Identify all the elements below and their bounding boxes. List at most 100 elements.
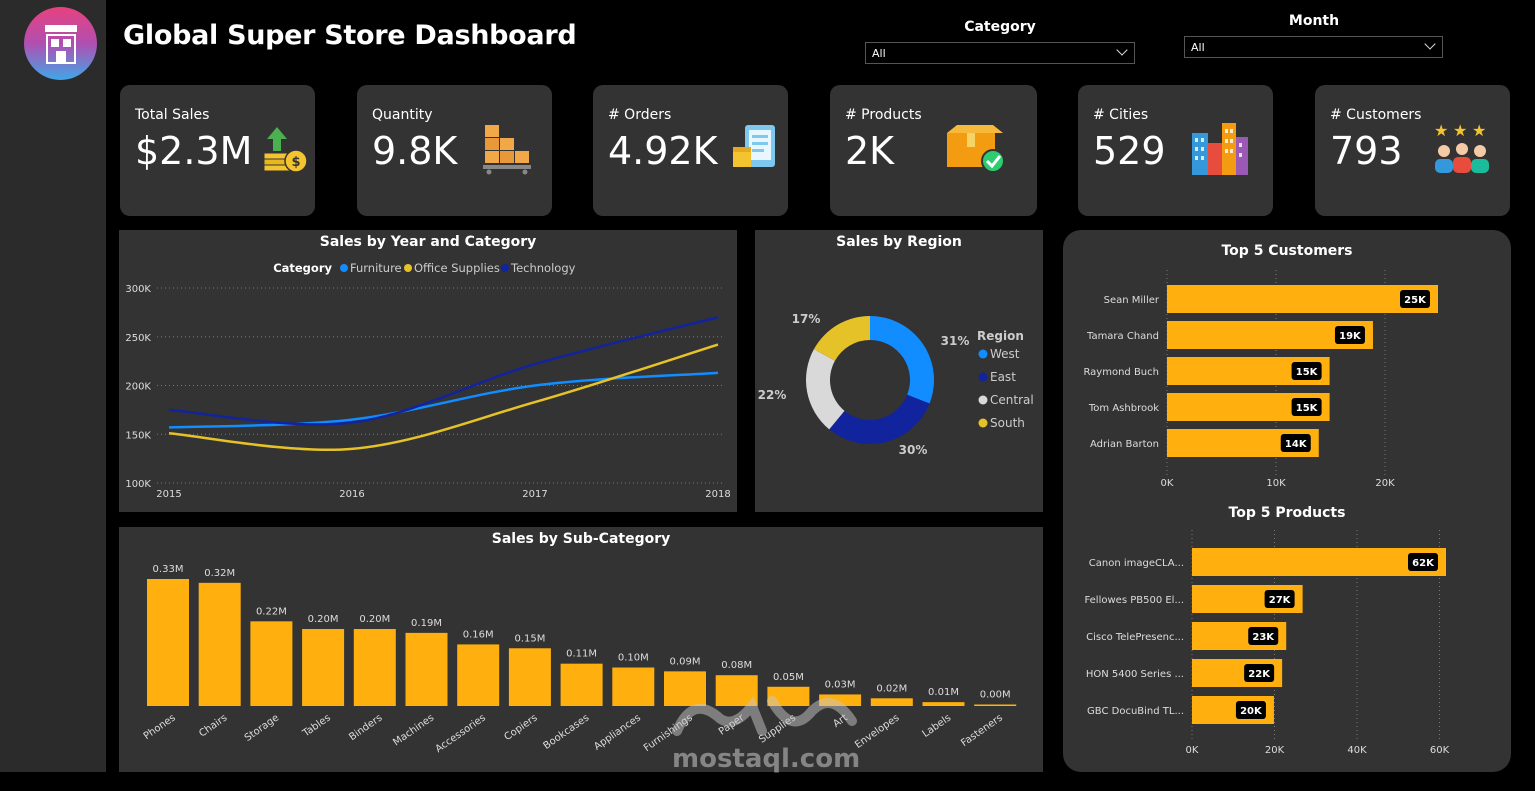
svg-text:$: $ [291,155,300,170]
legend-west: West [990,347,1020,361]
top5-bar [1192,548,1446,576]
watermark: mostaql.com [672,676,862,774]
x-category-label: Fasteners [959,712,1005,749]
top5-data-label: 19K [1339,331,1362,342]
legend-east: East [990,370,1016,384]
y-tick-label: 100K [125,479,151,490]
top5-value-badge [1280,434,1311,452]
top5-category-label: Tom Ashbrook [1088,403,1159,414]
donut-chart: Region 31% 30% 22% 17% West East Central South [758,312,1034,457]
x-tick-label: 40K [1347,745,1367,756]
x-tick-label: 0K [1161,478,1174,489]
bar-envelopes [870,698,913,706]
top5-category-label: Raymond Buch [1083,367,1159,378]
x-category-label: Copiers [502,712,539,743]
top5-value-badge [1400,290,1430,308]
line-legend-title: Category [273,261,332,275]
bar-bookcases [560,663,603,706]
bar-storage [250,621,293,706]
x-category-label: Binders [347,712,384,743]
x-category-label: Appliances [592,712,643,752]
x-tick-label: 60K [1430,745,1450,756]
x-tick-label: 2017 [522,489,547,500]
kpi-customers: # Customers 793 ★ ★ ★ [1315,85,1510,216]
top5-category-label: Sean Miller [1104,295,1160,306]
category-select[interactable]: All [865,42,1135,64]
top5-value-badge [1248,627,1279,645]
series-line-furniture [168,371,719,429]
x-tick-label: 10K [1266,478,1286,489]
kpi-label: # Customers [1330,107,1422,123]
dashboard-title: Global Super Store Dashboard [123,20,577,51]
top5-category-label: GBC DocuBind TL... [1087,706,1184,717]
top5-data-label: 20K [1240,706,1263,717]
bar-appliances [612,667,655,706]
top5-category-label: Fellowes PB500 El... [1084,595,1184,606]
x-tick-label: 2015 [156,489,181,500]
legend-south: South [990,416,1025,430]
y-tick-label: 150K [125,430,151,441]
series-line-technology [168,316,719,426]
kpi-value: 4.92K [608,129,718,173]
sidebar [0,0,106,772]
watermark-logo-icon [672,696,857,736]
top-customers-title: Top 5 Customers [1221,243,1353,259]
bar-data-label: 0.19M [411,618,442,629]
chevron-down-icon [1116,44,1128,56]
bar-data-label: 0.16M [463,629,494,640]
region-legend-title: Region [977,329,1024,343]
x-tick-label: 20K [1375,478,1395,489]
donut-data-label: 17% [792,312,821,326]
donut-data-label: 31% [941,334,970,348]
line-chart-title: Sales by Year and Category [319,234,537,250]
legend-central: Central [990,393,1034,407]
kpi-quantity: Quantity 9.8K [357,85,552,216]
top5-category-label: Tamara Chand [1086,331,1159,342]
bar-data-label: 0.22M [256,606,287,617]
kpi-value: $2.3M [135,129,253,173]
money-growth-icon: $ [263,127,308,173]
kpi-label: # Cities [1093,107,1149,123]
top5-category-label: Cisco TelePresenc... [1086,632,1184,643]
bar-copiers [508,648,551,706]
subcategory-bar-chart: 0.33M Phones 0.32M Chairs 0.22M Storage 0.20M T… [142,564,1017,755]
kpi-value: 793 [1330,129,1403,173]
bar-phones [147,579,189,706]
store-icon [45,25,77,64]
svg-text:★: ★ [1453,121,1467,140]
top5-data-label: 14K [1285,439,1308,450]
bar-fasteners [974,704,1017,706]
top5-data-label: 23K [1252,632,1275,643]
kpi-value: 529 [1093,129,1166,173]
kpi-label: # Orders [608,107,672,123]
x-category-label: Labels [921,712,954,739]
customers-icon: ★ ★ ★ [1434,121,1489,173]
top5-data-label: 15K [1296,367,1319,378]
legend-dot-south [978,418,988,428]
x-tick-label: 2018 [705,489,730,500]
top5-data-label: 25K [1404,295,1427,306]
svg-text:★: ★ [1472,121,1486,140]
x-category-label: Storage [243,712,281,743]
kpi-label: Total Sales [135,107,210,123]
bar-data-label: 0.33M [153,564,184,575]
legend-dot-central [978,395,988,405]
bar-data-label: 0.10M [618,653,649,664]
legend-office-supplies: Office Supplies [414,261,500,275]
month-select[interactable]: All [1184,36,1443,58]
order-tablet-icon [733,125,775,167]
x-category-label: Tables [300,712,333,739]
store-logo [24,7,97,80]
top5-bar [1167,285,1438,313]
subcategory-chart-title: Sales by Sub-Category [491,531,671,547]
bar-data-label: 0.32M [204,568,235,579]
month-filter-label: Month [1288,13,1340,29]
bar-data-label: 0.05M [773,672,804,683]
bar-data-label: 0.15M [514,633,545,644]
x-tick-label: 2016 [339,489,364,500]
y-tick-label: 200K [125,382,151,393]
donut-slice-east [829,394,930,444]
x-category-label: Chairs [197,712,229,739]
legend-furniture: Furniture [350,261,402,275]
top-products-title: Top 5 Products [1228,505,1346,521]
